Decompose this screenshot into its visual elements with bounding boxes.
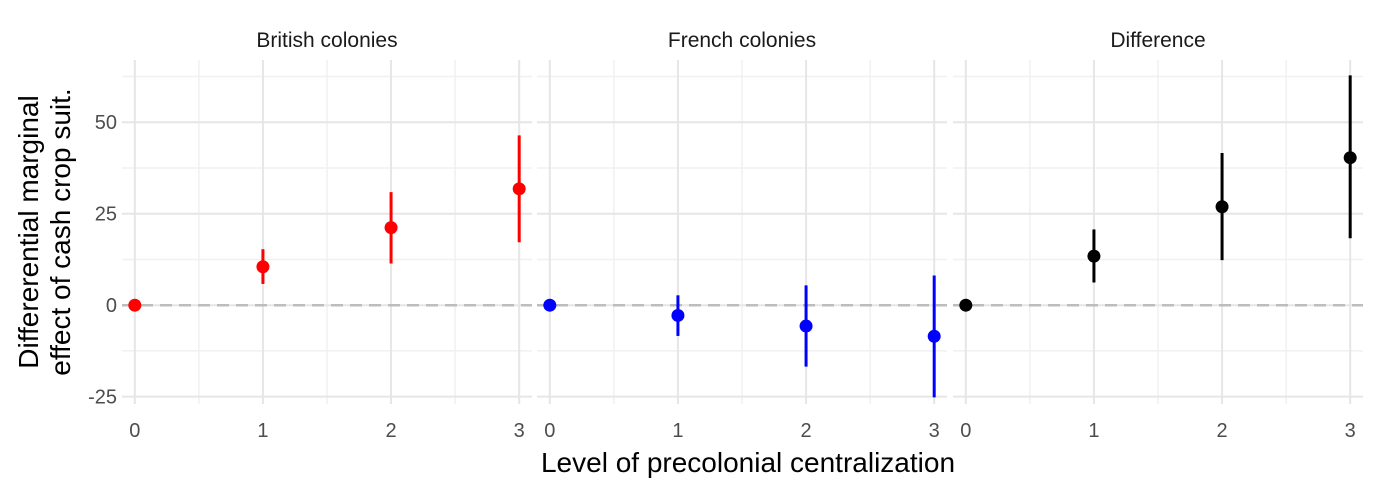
data-point (927, 329, 941, 343)
data-point (799, 319, 813, 333)
y-tick-labels: -25 0 25 50 (88, 112, 117, 408)
data-point (512, 182, 526, 196)
data-point (543, 298, 557, 312)
data-point (128, 298, 142, 312)
data-point (671, 308, 685, 322)
x-tick-label: 1 (1088, 420, 1099, 442)
x-tick-label: 0 (544, 420, 555, 442)
x-tick-label: 3 (1345, 420, 1356, 442)
series-1 (128, 135, 526, 312)
panel-2: French colonies 0 1 2 3 (537, 29, 947, 442)
panel-3: Difference 0 1 2 3 (953, 29, 1363, 442)
y-tick-label: 0 (106, 295, 117, 317)
x-tick-label: 0 (960, 420, 971, 442)
x-tick-label: 2 (801, 420, 812, 442)
minor-gridlines (953, 60, 1363, 404)
facet-strip-label: French colonies (668, 29, 816, 52)
data-point (1215, 200, 1229, 214)
data-point (1087, 249, 1101, 263)
panel-1: British colonies 0 1 2 3 (122, 29, 532, 442)
y-tick-label: 25 (95, 204, 117, 226)
minor-gridlines (122, 60, 532, 404)
x-tick-label: 1 (672, 420, 683, 442)
facet-strip-label: Difference (1110, 29, 1205, 52)
series-2 (543, 275, 941, 398)
y-tick-label: -25 (88, 387, 117, 409)
x-tick-label: 0 (129, 420, 140, 442)
major-gridlines (122, 60, 532, 404)
x-tick-label: 1 (257, 420, 268, 442)
y-axis-title: Differerential marginal effect of cash c… (13, 88, 76, 375)
data-point (384, 221, 398, 235)
x-tick-label: 2 (386, 420, 397, 442)
data-point (1343, 151, 1357, 165)
y-axis-title-line-2: effect of cash crop suit. (45, 88, 76, 375)
y-tick-label: 50 (95, 112, 117, 134)
data-point (959, 298, 973, 312)
x-tick-label: 2 (1217, 420, 1228, 442)
series-3 (959, 75, 1357, 312)
minor-gridlines (537, 60, 947, 404)
x-tick-label: 3 (514, 420, 525, 442)
x-axis-title: Level of precolonial centralization (541, 447, 955, 478)
data-point (256, 260, 270, 274)
facet-strip-label: British colonies (256, 29, 397, 52)
y-axis-title-line-1: Differerential marginal (13, 95, 44, 368)
x-tick-label: 3 (929, 420, 940, 442)
